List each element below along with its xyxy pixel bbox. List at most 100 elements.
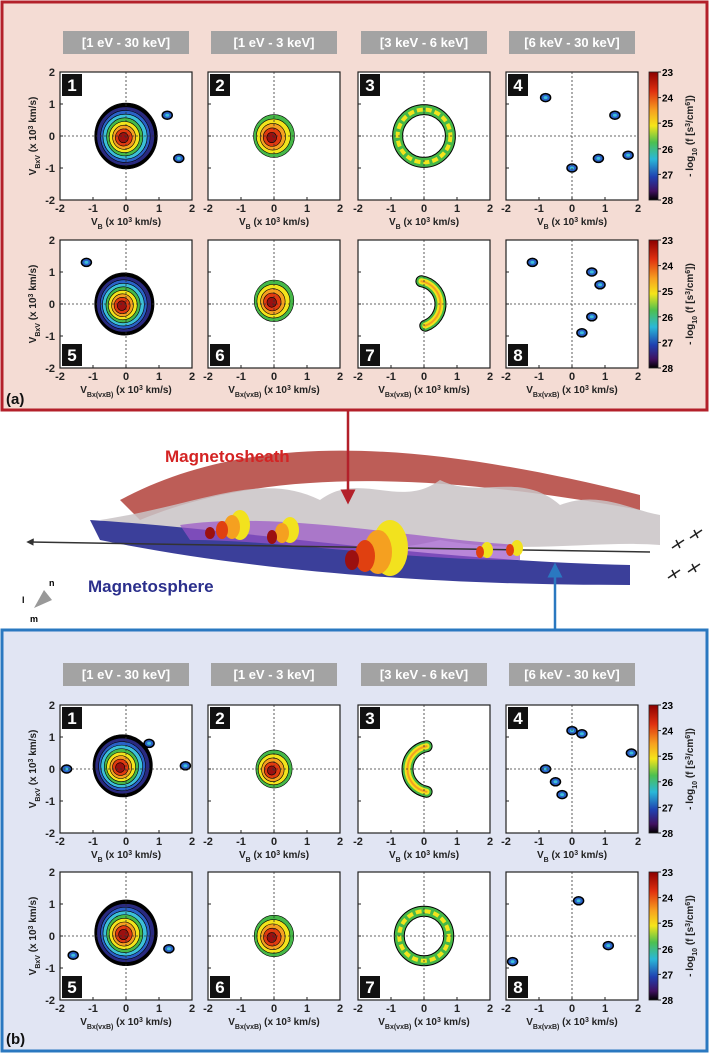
y-axis-label-part: km/s) xyxy=(28,897,39,926)
x-tick-label: -1 xyxy=(386,371,396,383)
plot-number: 4 xyxy=(513,76,523,95)
y-axis-label-part: 3 xyxy=(28,125,35,129)
trajectory xyxy=(26,538,651,553)
x-tick-label: 2 xyxy=(487,203,493,215)
colorbar-tick-label: 28 xyxy=(662,829,674,840)
colorbar-tick-label: 23 xyxy=(662,868,674,879)
x-tick-label: 1 xyxy=(156,1003,162,1015)
x-tick-label: 0 xyxy=(569,836,575,848)
contour-spot xyxy=(579,732,584,736)
contour-level xyxy=(116,300,127,311)
colorbar-label-part: ]) xyxy=(685,95,696,102)
contour-plot: 4 -2 -1 0 1 2 VB (x 103 km/s) xyxy=(501,71,641,231)
plot-number-box xyxy=(360,976,380,998)
plot-number: 7 xyxy=(365,978,374,997)
y-axis-label-part: V xyxy=(28,801,39,808)
colorbar-label-part: 3 xyxy=(685,923,692,927)
spacecraft-icons xyxy=(667,529,703,579)
x-tick-label: 0 xyxy=(421,371,427,383)
y-axis-label-part: BxV xyxy=(35,955,42,969)
x-axis-label-part: (x 10 xyxy=(411,1017,437,1028)
x-tick-label: 1 xyxy=(602,1003,608,1015)
x-axis-label-part: B xyxy=(544,857,549,864)
colorbar-label: - log10 (f [s3/cm6]) xyxy=(685,895,699,977)
contour-arc xyxy=(420,280,442,327)
energy-header: [1 eV - 3 keV] xyxy=(234,667,315,682)
x-tick-label: 0 xyxy=(123,371,129,383)
plot-number: 2 xyxy=(215,76,224,95)
colorbar-label-part: 3 xyxy=(685,756,692,760)
contours xyxy=(526,257,606,338)
x-axis-label-part: V xyxy=(239,217,246,228)
y-axis-label: VBxV (x 103 km/s) xyxy=(28,265,42,344)
y-axis-label-part: km/s) xyxy=(28,97,39,126)
colorbar-tick-label: 27 xyxy=(662,970,674,981)
energy-header: [6 keV - 30 keV] xyxy=(524,35,619,50)
x-axis-label: VBx(vxB) (x 103 km/s) xyxy=(378,385,470,399)
energy-header-box xyxy=(361,31,487,54)
x-tick-label: -2 xyxy=(55,836,65,848)
plot-number-box xyxy=(508,707,528,729)
x-tick-label: -2 xyxy=(203,203,213,215)
x-tick-label: -2 xyxy=(203,836,213,848)
x-tick-label: -2 xyxy=(203,1003,213,1015)
x-axis-label-part: 3 xyxy=(276,850,280,857)
x-tick-label: 0 xyxy=(569,371,575,383)
plot-number-box xyxy=(508,976,528,998)
contour-spot xyxy=(165,113,170,117)
colorbar-label-part: /cm xyxy=(685,739,696,756)
x-tick-label: 1 xyxy=(602,836,608,848)
magnetosheath-label: Magnetosheath xyxy=(165,447,290,466)
plot-number: 1 xyxy=(67,76,76,95)
x-axis-label-part: (x 10 xyxy=(411,385,437,396)
x-axis-label: VB (x 103 km/s) xyxy=(239,850,309,864)
y-tick-label: -1 xyxy=(45,963,55,975)
plot-number: 3 xyxy=(365,76,374,95)
x-axis-label-part: (x 10 xyxy=(559,385,585,396)
colorbar-tick-label: 24 xyxy=(662,262,674,273)
y-axis-label: VBxV (x 103 km/s) xyxy=(28,97,42,176)
plot-number: 1 xyxy=(67,709,76,728)
colorbar-label-part: (f [s xyxy=(685,126,696,148)
x-tick-label: 2 xyxy=(487,371,493,383)
x-axis-label-part: km/s) xyxy=(578,217,607,228)
x-tick-label: 2 xyxy=(337,371,343,383)
contour-spot xyxy=(84,260,89,264)
x-tick-label: 0 xyxy=(421,203,427,215)
x-axis-label-part: km/s) xyxy=(589,1017,618,1028)
x-axis-label-part: B xyxy=(544,224,549,231)
y-axis-label-part: (x 10 xyxy=(28,129,39,155)
x-axis-label-part: 3 xyxy=(128,217,132,224)
x-tick-label: 1 xyxy=(454,371,460,383)
y-axis-label-part: V xyxy=(28,168,39,175)
colorbar xyxy=(648,704,659,834)
x-tick-label: 1 xyxy=(454,836,460,848)
x-tick-label: 2 xyxy=(635,1003,641,1015)
energy-header-box xyxy=(361,663,487,686)
x-axis-label-part: km/s) xyxy=(132,217,161,228)
plot-number: 7 xyxy=(365,346,374,365)
contour-spot xyxy=(589,270,594,274)
x-axis-label: VBx(vxB) (x 103 km/s) xyxy=(378,1017,470,1031)
x-tick-label: -1 xyxy=(534,371,544,383)
colorbar-tick-label: 25 xyxy=(662,919,674,930)
y-axis-label-part: (x 10 xyxy=(28,297,39,323)
contour-spot xyxy=(183,764,188,768)
plot-number-box xyxy=(508,74,528,96)
x-axis-label: VBx(vxB) (x 103 km/s) xyxy=(526,385,618,399)
plot-number: 3 xyxy=(365,709,374,728)
colorbar-label: - log10 (f [s3/cm6]) xyxy=(685,728,699,810)
contour-level xyxy=(118,929,129,940)
panel-label: (a) xyxy=(6,391,24,408)
x-axis-label-part: (x 10 xyxy=(113,1017,139,1028)
y-axis-label-part: (x 10 xyxy=(28,929,39,955)
plot-number-box xyxy=(508,344,528,366)
panel-label: (b) xyxy=(6,1031,25,1048)
colorbar-tick-label: 25 xyxy=(662,287,674,298)
contour-plot: 7-2 -1 0 1 2 VBx(vxB) (x 103 km/s) xyxy=(353,239,493,399)
colorbar-label-part: ]) xyxy=(685,728,696,735)
x-axis-label-part: km/s) xyxy=(430,217,459,228)
plot-number-box xyxy=(62,707,82,729)
colorbar-tick-label: 23 xyxy=(662,68,674,79)
